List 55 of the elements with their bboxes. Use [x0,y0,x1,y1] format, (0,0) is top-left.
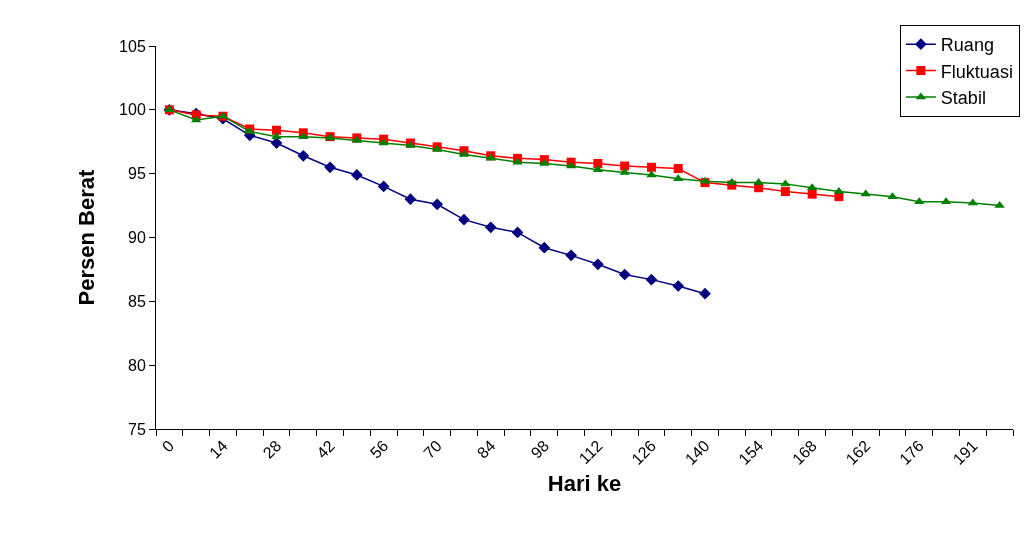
point [565,249,577,262]
point [377,180,390,193]
point [593,158,603,168]
point [673,174,684,182]
point [620,161,630,171]
x-tick-label: 98 [527,436,553,462]
point [272,125,282,135]
x-tick-label: 168 [789,436,820,468]
x-tick-label: 140 [681,436,713,468]
x-tick-label: 126 [628,436,660,468]
point [618,268,631,281]
point [619,167,630,175]
x-tick-label: 0 [158,436,178,456]
point [351,169,363,181]
point [458,213,470,226]
x-tick-label: 14 [206,436,231,462]
point [297,149,310,162]
x-tick-label: 112 [575,436,606,468]
x-axis-title: Hari ke [547,470,622,496]
point [431,198,444,211]
y-tick-label: 75 [128,420,146,438]
legend-label: Stabil [940,87,986,108]
point [511,226,524,239]
y-tick-label: 85 [128,292,146,310]
x-tick-label: 84 [473,436,499,462]
point [780,179,791,187]
y-tick-label: 80 [128,356,146,374]
legend-label: Fluktuasi [940,61,1013,82]
point [646,162,656,172]
point [673,164,683,174]
point [592,258,604,271]
point [324,161,336,174]
x-tick-label: 176 [896,436,928,468]
point [807,189,817,199]
y-tick-label: 90 [128,229,146,247]
point [538,241,551,254]
x-tick-label: 162 [842,436,874,468]
legend-label: Ruang [940,35,994,56]
point [645,273,658,286]
x-tick-label: 56 [366,436,392,462]
point [404,193,417,206]
point [646,170,657,178]
y-tick-label: 105 [119,37,146,55]
point [780,187,790,197]
x-tick-label: 42 [313,436,338,462]
y-tick-label: 100 [119,101,146,119]
x-tick-label: 154 [735,436,767,468]
point [484,221,497,234]
y-tick-label: 95 [128,165,146,183]
x-tick-label: 28 [259,436,285,462]
point [672,280,685,292]
y-axis-title: Persen Berat [73,168,99,306]
x-tick-label: 70 [420,436,446,462]
point [699,287,711,300]
x-tick-label: 191 [949,436,981,468]
